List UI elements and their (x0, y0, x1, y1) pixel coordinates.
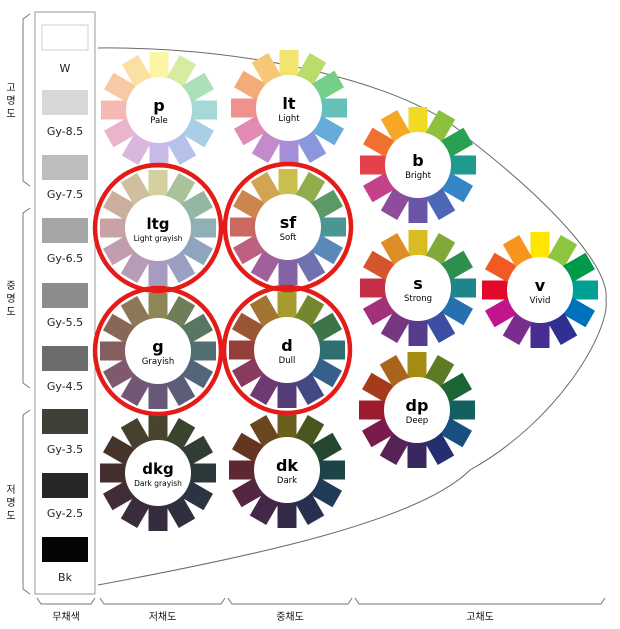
lightness-bracket-line (22, 13, 31, 187)
wheel-hub (385, 255, 451, 321)
gray-swatch (42, 409, 88, 434)
wheel-hub (254, 317, 320, 383)
wheel-code-label: sf (280, 213, 298, 232)
highlight-circle-d (221, 284, 353, 416)
tone-envelope-outline (97, 47, 607, 586)
wheel-hub (507, 257, 573, 323)
wheel-name-label: Pale (150, 116, 168, 126)
gray-label: Bk (58, 571, 73, 584)
wheel-hub (254, 437, 320, 503)
gray-swatch (42, 346, 88, 371)
lightness-bracket-line (22, 409, 31, 595)
wheel-name-label: Deep (406, 416, 428, 426)
lightness-bracket-label: 고명도 (6, 83, 15, 120)
wheel-name-label: Grayish (142, 357, 175, 367)
gray-swatch (41, 24, 89, 51)
lightness-bracket-line (22, 207, 31, 389)
wheel-name-label: Dark grayish (134, 479, 182, 488)
gray-label: Gy-6.5 (47, 252, 83, 265)
wheel-code-label: dk (276, 456, 298, 475)
highlight-circle-ltg (92, 162, 224, 294)
lightness-bracket-char: 명 (6, 95, 15, 107)
wheel-code-label: g (152, 337, 163, 356)
lightness-bracket-char: 명 (6, 293, 15, 305)
chroma-brackets: 무채색 저채도 중채도 고채도 (36, 597, 606, 623)
highlight-circle-g (92, 285, 224, 417)
wheel-code-label: dp (406, 396, 429, 415)
gray-swatch (42, 537, 88, 562)
wheel-code-label: p (153, 96, 164, 115)
wheel-name-label: Bright (405, 171, 431, 181)
lightness-bracket-char: 고 (6, 83, 15, 94)
chroma-bracket-label: 무채색 (52, 611, 80, 623)
wheel-code-label: s (413, 274, 423, 293)
gray-label: Gy-8.5 (47, 125, 83, 138)
wheel-code-label: ltg (146, 215, 169, 233)
wheel-code-label: v (535, 276, 546, 295)
lightness-bracket-char: 중 (6, 280, 15, 292)
lightness-bracket-label: 저명도 (6, 484, 15, 522)
chroma-bracket-label: 고채도 (466, 611, 494, 623)
chroma-bracket-line (99, 597, 226, 605)
wheel-code-label: dkg (142, 460, 173, 478)
wheel-hub (125, 195, 191, 261)
gray-label: Gy-7.5 (47, 188, 83, 201)
wheel-name-label: Dull (279, 356, 296, 366)
gray-swatch (42, 283, 88, 308)
highlight-circle-sf (222, 161, 354, 293)
chroma-bracket-label: 중채도 (276, 611, 304, 623)
wheel-name-label: Soft (280, 233, 297, 243)
gray-swatch (42, 218, 88, 243)
gray-swatch (42, 155, 88, 180)
chroma-bracket-line (36, 597, 96, 605)
wheel-name-label: Vivid (530, 296, 551, 306)
lightness-bracket-char: 도 (6, 109, 15, 120)
wheel-hub (385, 132, 451, 198)
wheel-code-label: d (281, 336, 292, 355)
wheel-name-label: Strong (404, 294, 432, 304)
wheel-hub (126, 77, 192, 143)
wheel-name-label: Light grayish (134, 234, 183, 243)
wheel-hub (255, 194, 321, 260)
wheel-hub (384, 377, 450, 443)
wheel-hub (125, 440, 191, 506)
wheel-code-label: b (412, 151, 423, 170)
wheel-hub (256, 75, 322, 141)
lightness-bracket-label: 중명도 (6, 280, 15, 318)
gray-label: Gy-5.5 (47, 316, 83, 329)
gray-label: Gy-3.5 (47, 443, 83, 456)
gray-label: Gy-2.5 (47, 507, 83, 520)
wheel-hub (125, 318, 191, 384)
chroma-bracket-line (354, 597, 606, 605)
gray-swatch (42, 473, 88, 498)
wheel-name-label: Dark (277, 476, 297, 486)
wheel-name-label: Light (278, 114, 300, 124)
chroma-bracket-line (227, 597, 353, 605)
chroma-bracket-label: 저채도 (149, 611, 177, 623)
lightness-bracket-char: 명 (6, 497, 15, 509)
lightness-bracket-char: 저 (6, 484, 15, 496)
lightness-bracket-char: 도 (6, 307, 15, 318)
highlight-circles (92, 161, 354, 417)
gray-label: W (60, 62, 71, 75)
wheel-code-label: lt (282, 94, 295, 113)
gray-label: Gy-4.5 (47, 380, 83, 393)
lightness-bracket-char: 도 (6, 511, 15, 522)
gray-swatch (42, 90, 88, 115)
